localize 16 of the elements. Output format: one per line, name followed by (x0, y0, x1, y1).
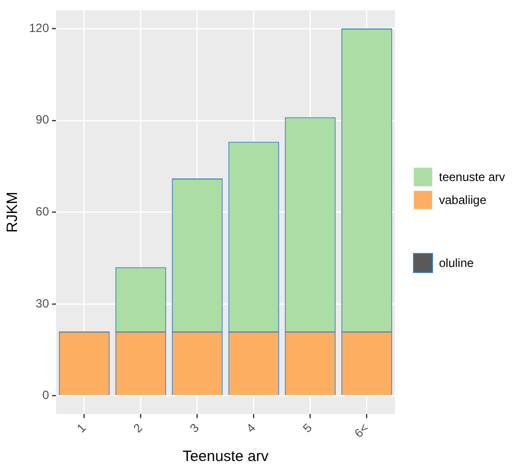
legend-label: teenuste arv (439, 170, 506, 184)
y-tick-label: 0 (42, 388, 50, 402)
y-axis-title: RJKM (4, 192, 22, 233)
x-tick-label: 6< (352, 420, 372, 440)
x-tick-label: 1 (74, 420, 89, 436)
y-tick-label: 60 (36, 204, 50, 218)
legend-label: vabaliige (439, 192, 486, 206)
legend-label: oluline (439, 256, 474, 270)
y-tick-label: 30 (36, 296, 50, 310)
y-tick-label: 120 (28, 20, 50, 35)
x-tick-label: 2 (130, 420, 146, 436)
x-tick-label: 4 (244, 420, 258, 436)
x-axis-title: Teenuste arv (182, 448, 269, 466)
x-tick-label: 3 (187, 420, 202, 436)
y-tick-label: 90 (36, 112, 50, 127)
x-tick-label: 5 (300, 420, 315, 436)
